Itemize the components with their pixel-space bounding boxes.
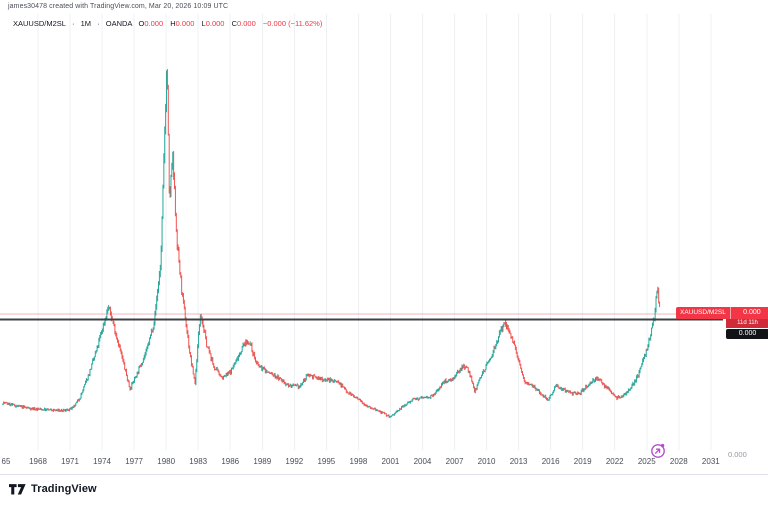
x-axis-label: 1983 — [189, 457, 208, 466]
current-price-label: XAUUSD/M2SL 0.000 — [676, 307, 768, 319]
x-axis-label: 1974 — [93, 457, 111, 466]
x-axis-label: 2031 — [701, 457, 720, 466]
x-axis-label: 1998 — [349, 457, 368, 466]
x-axis-label: 2025 — [637, 457, 656, 466]
x-axis-label: 1968 — [29, 457, 47, 466]
x-axis-label: 1977 — [125, 457, 144, 466]
attribution-text: james30478 created with TradingView.com,… — [8, 3, 229, 10]
tradingview-branding[interactable]: TradingView — [9, 483, 97, 495]
high-value: 0.000 — [175, 19, 195, 28]
x-axis-label: 1980 — [157, 457, 176, 466]
high-label: H — [170, 19, 176, 28]
close-value: 0.000 — [236, 19, 256, 28]
x-axis-label: 2022 — [605, 457, 624, 466]
x-axis-label: 1995 — [317, 457, 336, 466]
x-axis-label: 65 — [1, 457, 11, 466]
symbol-legend-row[interactable]: XAUUSD/M2SL · 1M · OANDA O0.000 H0.000 L… — [13, 19, 322, 28]
x-axis-label: 2010 — [477, 457, 496, 466]
x-axis-label: 2001 — [381, 457, 400, 466]
x-axis-label: 2013 — [509, 457, 528, 466]
price-axis-bottom-value: 0.000 — [728, 450, 747, 459]
change-value: −0.000 (−11.62%) — [262, 19, 323, 28]
footer-divider — [0, 474, 768, 475]
x-axis-label: 2028 — [669, 457, 688, 466]
x-axis-label: 1986 — [221, 457, 240, 466]
bar-countdown: 11d 11h — [726, 319, 768, 328]
x-axis-label: 2004 — [413, 457, 432, 466]
x-axis-label: 2007 — [445, 457, 464, 466]
low-value: 0.000 — [205, 19, 225, 28]
symbol-name[interactable]: XAUUSD/M2SL — [13, 19, 66, 28]
x-axis-label: 1971 — [61, 457, 79, 466]
low-label: L — [201, 19, 206, 28]
horizontal-line-price-label: 0.000 — [726, 329, 768, 339]
tradingview-logo-icon — [9, 483, 26, 495]
x-axis-label: 1989 — [253, 457, 272, 466]
separator-dot: · — [97, 19, 100, 28]
exchange-label: OANDA — [105, 19, 133, 28]
open-label: O — [138, 19, 145, 28]
interval-label[interactable]: 1M — [80, 19, 92, 28]
brand-name: TradingView — [31, 483, 97, 495]
separator-dot: · — [72, 19, 75, 28]
replay-icon[interactable] — [649, 442, 667, 460]
open-value: 0.000 — [144, 19, 164, 28]
close-label: C — [231, 19, 237, 28]
x-axis-label: 1992 — [285, 457, 304, 466]
symbol-price-tag: XAUUSD/M2SL — [676, 307, 730, 319]
x-axis-label: 2019 — [573, 457, 592, 466]
current-price-value: 0.000 — [729, 307, 768, 319]
x-axis-label: 2016 — [541, 457, 560, 466]
